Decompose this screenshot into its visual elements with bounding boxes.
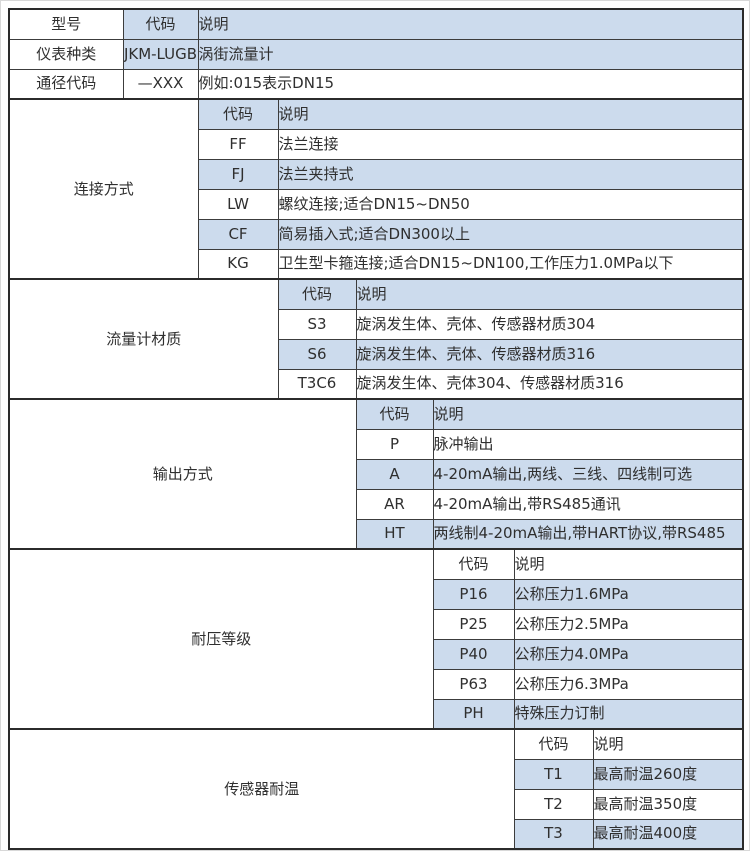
section-label-flowmeter-material: 流量计材质 xyxy=(8,278,279,400)
row-code-p16: P16 公称压力1.6MPa xyxy=(9,578,744,610)
code-cell: FF xyxy=(197,128,279,160)
code-cell: KG xyxy=(197,248,279,280)
model-selection-table: 型号 代码 说明 仪表种类 JKM-LUGB 涡街流量计 通径代码 —XXX 例… xyxy=(8,8,745,850)
code-cell: T1 xyxy=(513,758,594,790)
row-code-ph: PH 特殊压力订制 xyxy=(9,698,744,730)
row-code-fj: FJ 法兰夹持式 xyxy=(9,158,744,190)
desc-cell: 法兰连接 xyxy=(277,128,744,160)
code-cell: T3C6 xyxy=(277,368,357,400)
code-cell: LW xyxy=(197,188,279,220)
row-instrument-type: 仪表种类 JKM-LUGB 涡街流量计 xyxy=(8,38,744,70)
desc-cell: 螺纹连接;适合DN15~DN50 xyxy=(277,188,744,220)
code-cell: S3 xyxy=(277,308,357,340)
section-connection-header: 连接方式 代码 说明 xyxy=(8,98,744,280)
row-code-lw: LW 螺纹连接;适合DN15~DN50 xyxy=(9,188,744,220)
section-temperature-header: 传感器耐温 代码 说明 xyxy=(8,728,744,850)
section-material-header: 流量计材质 代码 说明 xyxy=(8,278,744,400)
subheader-code: 代码 xyxy=(277,278,357,310)
code-cell: T3 xyxy=(513,818,594,850)
row-code-kg: KG 卫生型卡箍连接;适合DN15~DN100,工作压力1.0MPa以下 xyxy=(9,248,744,280)
section-label-pressure-rating: 耐压等级 xyxy=(8,548,434,730)
diameter-code-code: —XXX xyxy=(122,68,199,100)
section-pressure-header: 耐压等级 代码 说明 xyxy=(8,548,744,730)
desc-cell: 最高耐温400度 xyxy=(592,818,744,850)
desc-cell: 脉冲输出 xyxy=(432,428,744,460)
desc-cell: 法兰夹持式 xyxy=(277,158,744,190)
desc-cell: 简易插入式;适合DN300以上 xyxy=(277,218,744,250)
subheader-desc: 说明 xyxy=(513,548,744,580)
code-cell: P25 xyxy=(432,608,515,640)
row-code-cf: CF 简易插入式;适合DN300以上 xyxy=(9,218,744,250)
col-header-model: 型号 xyxy=(8,8,124,40)
desc-cell: 最高耐温350度 xyxy=(592,788,744,820)
row-code-p40: P40 公称压力4.0MPa xyxy=(9,638,744,670)
subheader-code: 代码 xyxy=(355,398,434,430)
code-cell: HT xyxy=(355,518,434,550)
diameter-code-label: 通径代码 xyxy=(8,68,124,100)
subheader-desc: 说明 xyxy=(355,278,744,310)
row-code-t3: T3 最高耐温400度 xyxy=(9,818,744,850)
desc-cell: 旋涡发生体、壳体、传感器材质304 xyxy=(355,308,744,340)
diameter-code-desc: 例如:015表示DN15 xyxy=(197,68,744,100)
desc-cell: 旋涡发生体、壳体、传感器材质316 xyxy=(355,338,744,370)
col-header-code: 代码 xyxy=(122,8,199,40)
header-row: 型号 代码 说明 xyxy=(8,8,744,40)
code-cell: P63 xyxy=(432,668,515,700)
row-code-t2: T2 最高耐温350度 xyxy=(9,788,744,820)
subheader-code: 代码 xyxy=(197,98,279,130)
row-code-ht: HT 两线制4-20mA输出,带HART协议,带RS485 xyxy=(9,518,744,550)
desc-cell: 卫生型卡箍连接;适合DN15~DN100,工作压力1.0MPa以下 xyxy=(277,248,744,280)
subheader-desc: 说明 xyxy=(277,98,744,130)
col-header-desc: 说明 xyxy=(197,8,744,40)
code-cell: FJ xyxy=(197,158,279,190)
code-cell: P xyxy=(355,428,434,460)
subheader-code: 代码 xyxy=(513,728,594,760)
subheader-code: 代码 xyxy=(432,548,515,580)
row-code-ff: FF 法兰连接 xyxy=(9,128,744,160)
row-code-s3: S3 旋涡发生体、壳体、传感器材质304 xyxy=(9,308,744,340)
code-cell: P40 xyxy=(432,638,515,670)
row-code-s6: S6 旋涡发生体、壳体、传感器材质316 xyxy=(9,338,744,370)
code-cell: T2 xyxy=(513,788,594,820)
desc-cell: 公称压力1.6MPa xyxy=(513,578,744,610)
code-cell: CF xyxy=(197,218,279,250)
section-output-header: 输出方式 代码 说明 xyxy=(8,398,744,550)
row-code-a: A 4-20mA输出,两线、三线、四线制可选 xyxy=(9,458,744,490)
section-label-sensor-temperature: 传感器耐温 xyxy=(8,728,515,850)
instrument-type-label: 仪表种类 xyxy=(8,38,124,70)
desc-cell: 公称压力6.3MPa xyxy=(513,668,744,700)
desc-cell: 最高耐温260度 xyxy=(592,758,744,790)
desc-cell: 旋涡发生体、壳体304、传感器材质316 xyxy=(355,368,744,400)
instrument-type-desc: 涡街流量计 xyxy=(197,38,744,70)
code-cell: A xyxy=(355,458,434,490)
desc-cell: 公称压力4.0MPa xyxy=(513,638,744,670)
code-cell: P16 xyxy=(432,578,515,610)
instrument-type-code: JKM-LUGB xyxy=(122,38,199,70)
desc-cell: 特殊压力订制 xyxy=(513,698,744,730)
desc-cell: 公称压力2.5MPa xyxy=(513,608,744,640)
code-cell: PH xyxy=(432,698,515,730)
section-label-output-mode: 输出方式 xyxy=(8,398,357,550)
subheader-desc: 说明 xyxy=(432,398,744,430)
code-cell: AR xyxy=(355,488,434,520)
row-code-p25: P25 公称压力2.5MPa xyxy=(9,608,744,640)
desc-cell: 两线制4-20mA输出,带HART协议,带RS485 xyxy=(432,518,744,550)
desc-cell: 4-20mA输出,带RS485通讯 xyxy=(432,488,744,520)
subheader-desc: 说明 xyxy=(592,728,744,760)
code-cell: S6 xyxy=(277,338,357,370)
row-code-p63: P63 公称压力6.3MPa xyxy=(9,668,744,700)
desc-cell: 4-20mA输出,两线、三线、四线制可选 xyxy=(432,458,744,490)
section-label-connection-method: 连接方式 xyxy=(8,98,199,280)
row-diameter-code: 通径代码 —XXX 例如:015表示DN15 xyxy=(8,68,744,100)
